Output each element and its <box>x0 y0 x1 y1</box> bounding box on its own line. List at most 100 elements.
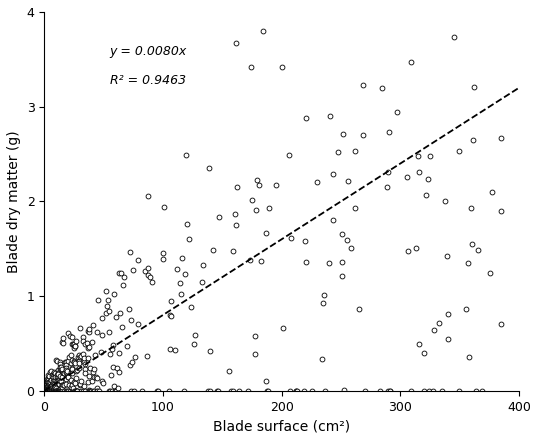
Point <box>360 387 369 394</box>
Point <box>40 385 49 392</box>
Point <box>59 387 68 394</box>
Point <box>245 257 254 264</box>
Point <box>204 164 213 171</box>
Point <box>47 383 55 390</box>
Point <box>89 322 97 329</box>
Point <box>229 248 237 255</box>
Point <box>338 259 346 266</box>
Point <box>44 387 52 394</box>
Point <box>108 342 117 349</box>
Point <box>56 387 65 394</box>
Point <box>40 386 48 393</box>
Point <box>41 387 49 394</box>
Point <box>98 378 107 385</box>
Point <box>180 387 188 394</box>
Point <box>62 381 70 388</box>
Point <box>232 222 240 229</box>
Point <box>48 384 56 391</box>
Point <box>46 367 55 374</box>
Point <box>173 265 181 272</box>
Point <box>465 353 473 360</box>
Point <box>58 383 67 390</box>
Point <box>51 356 60 363</box>
Point <box>84 386 93 393</box>
Point <box>261 378 270 385</box>
Point <box>48 387 57 394</box>
Point <box>50 387 59 394</box>
Point <box>376 387 385 394</box>
Point <box>48 385 57 392</box>
Point <box>344 177 352 184</box>
Point <box>469 136 477 143</box>
Point <box>68 370 76 377</box>
Point <box>56 377 65 384</box>
Point <box>346 244 355 251</box>
Point <box>339 130 348 137</box>
Point <box>378 84 386 91</box>
Point <box>215 214 224 221</box>
Point <box>54 370 62 377</box>
Point <box>110 290 118 297</box>
Point <box>41 382 50 389</box>
Point <box>153 387 161 394</box>
Point <box>99 380 108 387</box>
Point <box>43 376 52 383</box>
Point <box>98 331 107 338</box>
Point <box>70 387 79 394</box>
Point <box>44 383 53 390</box>
Point <box>338 272 346 279</box>
Point <box>45 383 53 390</box>
Point <box>65 382 74 389</box>
Point <box>329 216 337 223</box>
Point <box>73 387 82 394</box>
Point <box>68 334 77 341</box>
Point <box>46 376 55 383</box>
Point <box>58 339 67 346</box>
Point <box>42 387 51 394</box>
Point <box>41 387 49 394</box>
Point <box>61 376 70 383</box>
Point <box>129 267 137 274</box>
Point <box>302 114 310 121</box>
Point <box>342 237 351 244</box>
Point <box>115 368 124 375</box>
Point <box>69 340 78 347</box>
Point <box>443 253 451 260</box>
Point <box>60 370 69 377</box>
Point <box>231 39 240 46</box>
Point <box>84 326 93 333</box>
Point <box>41 385 49 392</box>
Point <box>122 342 131 349</box>
Point <box>68 387 77 394</box>
Point <box>84 373 93 380</box>
Point <box>54 381 63 388</box>
Point <box>89 387 97 394</box>
Point <box>81 340 90 347</box>
Point <box>55 386 63 393</box>
Point <box>70 378 79 385</box>
Point <box>62 368 70 375</box>
Point <box>263 387 271 394</box>
Point <box>62 367 70 374</box>
Point <box>182 152 190 159</box>
Point <box>497 207 505 214</box>
Point <box>41 385 49 392</box>
Point <box>206 347 215 354</box>
Y-axis label: Blade dry matter (g): Blade dry matter (g) <box>7 130 21 273</box>
Point <box>46 387 54 394</box>
Point <box>57 363 66 370</box>
Point <box>66 369 75 376</box>
Point <box>90 352 99 359</box>
Point <box>68 385 77 392</box>
Point <box>52 387 60 394</box>
Point <box>434 319 443 326</box>
Point <box>292 387 300 394</box>
Point <box>86 387 95 394</box>
Text: y = 0.0080x: y = 0.0080x <box>110 45 187 58</box>
Point <box>74 358 83 365</box>
Point <box>63 387 72 394</box>
Point <box>185 235 194 242</box>
Point <box>45 379 53 386</box>
Point <box>325 113 334 120</box>
Point <box>48 379 57 386</box>
